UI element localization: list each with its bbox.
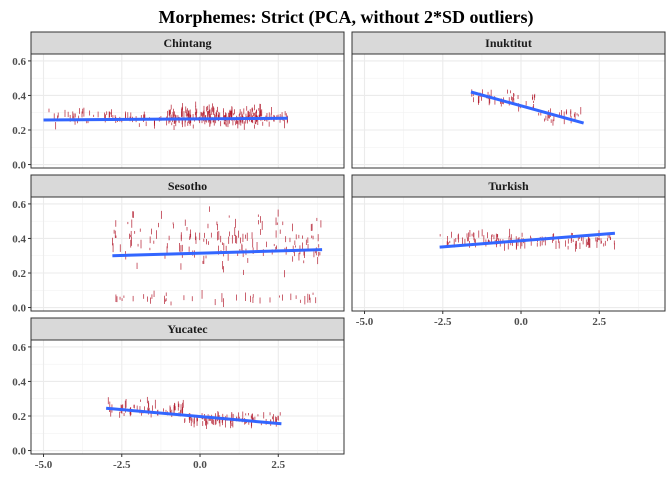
trend-line-chintang [43, 116, 288, 122]
y-tick-label: 0.2 [12, 125, 26, 137]
y-tick-label: 0.4 [12, 90, 26, 102]
panel-border-yucatec [30, 339, 345, 455]
strip-label-inuktitut: Inuktitut [485, 36, 532, 50]
x-tick-label: 0.0 [193, 459, 207, 471]
strip-label-chintang: Chintang [163, 36, 211, 50]
panel-border-turkish [351, 196, 666, 312]
y-tick-label: 0.4 [12, 233, 26, 245]
trend-line-yucatec [105, 406, 282, 426]
x-tick-label: -5.0 [356, 316, 374, 328]
y-tick-label: 0.2 [12, 268, 26, 280]
plot-area-turkish [352, 197, 665, 311]
x-tick-label: -2.5 [434, 316, 452, 328]
panel-yucatec: Yucatec 0.0 0.2 0.4 0.6 -5.0 -2.5 0.0 2.5 [12, 317, 345, 471]
x-tick-label: 2.5 [592, 316, 606, 328]
panel-border-inuktitut [351, 53, 666, 169]
y-tick-label: 0.2 [12, 411, 26, 423]
strip-label-yucatec: Yucatec [167, 322, 208, 336]
strip-label-sesotho: Sesotho [168, 179, 207, 193]
trend-line-sesotho [112, 248, 323, 258]
panel-border-chintang [30, 53, 345, 169]
plot-area-inuktitut [352, 54, 665, 168]
panel-turkish: Turkish -5.0 -2.5 0.0 2.5 [351, 174, 666, 328]
y-tick-label: 0.6 [12, 342, 26, 354]
y-tick-label: 0.6 [12, 56, 26, 68]
y-tick-label: 0.0 [12, 446, 26, 458]
x-tick-label: -2.5 [113, 459, 131, 471]
y-tick-label: 0.0 [12, 303, 26, 315]
panel-border-sesotho [30, 196, 345, 312]
chart-title: Morphemes: Strict (PCA, without 2*SD out… [159, 7, 534, 28]
x-tick-label: 0.0 [514, 316, 528, 328]
panels-layer: Chintang 0.0 0.2 0.4 0.6 Inuktitut Sesotho 0.0 0… [12, 31, 666, 471]
x-tick-label: -5.0 [35, 459, 53, 471]
y-tick-label: 0.6 [12, 199, 26, 211]
trend-line-inuktitut [470, 90, 585, 125]
plot-area-yucatec [31, 340, 344, 454]
panel-inuktitut: Inuktitut [351, 31, 666, 169]
x-tick-label: 2.5 [271, 459, 285, 471]
panel-sesotho: Sesotho 0.0 0.2 0.4 0.6 [12, 174, 345, 315]
panel-chintang: Chintang 0.0 0.2 0.4 0.6 [12, 31, 345, 172]
trend-line-turkish [439, 231, 616, 249]
y-tick-label: 0.4 [12, 376, 26, 388]
y-tick-label: 0.0 [12, 160, 26, 172]
strip-label-turkish: Turkish [488, 179, 529, 193]
